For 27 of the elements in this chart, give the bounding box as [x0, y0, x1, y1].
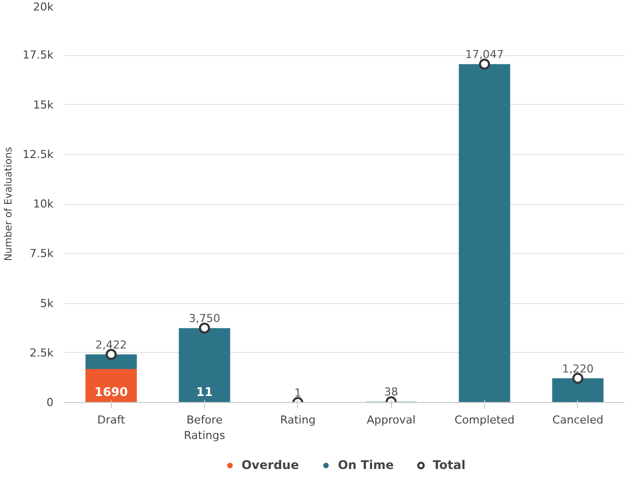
x-tick-label: Before Ratings [184, 414, 226, 442]
y-axis-title: Number of Evaluations [4, 146, 15, 262]
x-tick-label: Rating [280, 414, 316, 426]
data-label: 2,422 [95, 338, 127, 352]
y-tick-label: 15k [33, 98, 54, 112]
data-label: 17,047 [465, 48, 504, 62]
x-tick-label: Completed [454, 414, 514, 426]
y-tick-label: 2.5k [30, 346, 54, 360]
data-label: 1 [294, 386, 302, 400]
x-tick-label: Approval [366, 414, 416, 426]
y-tick-label: 17.5k [22, 48, 54, 62]
legend-label: Overdue [241, 458, 299, 472]
data-label: 11 [196, 385, 213, 399]
data-label: 1,220 [562, 362, 594, 376]
y-tick-label: 10k [33, 198, 54, 210]
legend-label: Total [432, 458, 466, 472]
y-tick-label: 0 [46, 396, 54, 409]
data-label: 1690 [94, 385, 128, 399]
x-tick-label: Draft [97, 414, 126, 426]
y-tick-label: 5k [40, 296, 54, 310]
data-label: 3,750 [188, 312, 220, 326]
y-tick-label: 7.5k [30, 247, 54, 260]
data-label: 38 [384, 386, 398, 399]
y-tick-label: 20k [33, 0, 54, 14]
y-tick-label: 12.5k [22, 148, 54, 161]
x-tick-label: Canceled [552, 414, 604, 426]
legend-label: On Time [338, 458, 394, 472]
